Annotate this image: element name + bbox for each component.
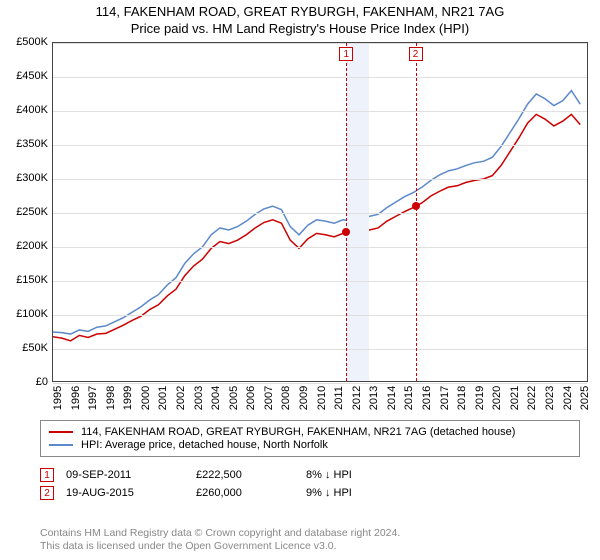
sale-delta: 9% ↓ HPI bbox=[306, 487, 352, 499]
x-tick-label: 2003 bbox=[193, 386, 205, 410]
gridline bbox=[53, 315, 587, 316]
x-tick-label: 2015 bbox=[403, 386, 415, 410]
title-sub: Price paid vs. HM Land Registry's House … bbox=[0, 21, 600, 36]
sale-delta: 8% ↓ HPI bbox=[306, 469, 352, 481]
sales-table: 1 09-SEP-2011£222,5008% ↓ HPI 2 19-AUG-2015… bbox=[40, 464, 580, 504]
gridline bbox=[53, 145, 587, 146]
y-tick-label: £50K bbox=[6, 342, 48, 354]
x-tick-label: 2008 bbox=[280, 386, 292, 410]
y-tick-label: £100K bbox=[6, 308, 48, 320]
sale-row: 1 09-SEP-2011£222,5008% ↓ HPI bbox=[40, 468, 580, 482]
x-tick-label: 1997 bbox=[87, 386, 99, 410]
sale-marker-in-plot: 1 bbox=[339, 47, 353, 61]
x-tick-label: 2013 bbox=[368, 386, 380, 410]
x-tick-label: 1995 bbox=[52, 386, 64, 410]
x-tick-label: 2000 bbox=[140, 386, 152, 410]
footer-line-1: Contains HM Land Registry data © Crown c… bbox=[40, 527, 400, 541]
sale-vline bbox=[346, 43, 347, 381]
x-tick-label: 2024 bbox=[562, 386, 574, 410]
y-tick-label: £0 bbox=[6, 376, 48, 388]
x-tick-label: 2010 bbox=[316, 386, 328, 410]
x-tick-label: 2014 bbox=[386, 386, 398, 410]
gridline bbox=[53, 77, 587, 78]
gridline bbox=[53, 43, 587, 44]
legend-swatch bbox=[49, 431, 73, 433]
sale-marker-in-plot: 2 bbox=[409, 47, 423, 61]
y-tick-label: £250K bbox=[6, 206, 48, 218]
x-tick-label: 2004 bbox=[210, 386, 222, 410]
x-tick-label: 2023 bbox=[544, 386, 556, 410]
y-tick-label: £150K bbox=[6, 274, 48, 286]
legend-item: HPI: Average price, detached house, Nort… bbox=[49, 439, 571, 451]
legend-label: 114, FAKENHAM ROAD, GREAT RYBURGH, FAKEN… bbox=[81, 426, 515, 438]
x-tick-label: 2020 bbox=[491, 386, 503, 410]
gridline bbox=[53, 281, 587, 282]
x-tick-label: 2019 bbox=[474, 386, 486, 410]
sale-marker-icon: 2 bbox=[40, 486, 54, 500]
x-tick-label: 2018 bbox=[456, 386, 468, 410]
x-tick-label: 2022 bbox=[526, 386, 538, 410]
y-tick-label: £500K bbox=[6, 36, 48, 48]
sale-price: £222,500 bbox=[196, 469, 306, 481]
sale-point bbox=[342, 228, 350, 236]
legend-swatch bbox=[49, 444, 73, 446]
sale-point bbox=[412, 202, 420, 210]
sale-date: 09-SEP-2011 bbox=[66, 469, 196, 481]
legend-item: 114, FAKENHAM ROAD, GREAT RYBURGH, FAKEN… bbox=[49, 426, 571, 438]
gridline bbox=[53, 111, 587, 112]
sale-marker-icon: 1 bbox=[40, 468, 54, 482]
y-tick-label: £200K bbox=[6, 240, 48, 252]
plot-region: 12 bbox=[52, 42, 588, 382]
x-tick-label: 2001 bbox=[157, 386, 169, 410]
legend-label: HPI: Average price, detached house, Nort… bbox=[81, 439, 328, 451]
x-tick-label: 2009 bbox=[298, 386, 310, 410]
x-tick-label: 2025 bbox=[579, 386, 591, 410]
legend: 114, FAKENHAM ROAD, GREAT RYBURGH, FAKEN… bbox=[40, 420, 580, 457]
x-tick-label: 1996 bbox=[70, 386, 82, 410]
gridline bbox=[53, 383, 587, 384]
y-tick-label: £450K bbox=[6, 70, 48, 82]
sale-vline bbox=[416, 43, 417, 381]
footer: Contains HM Land Registry data © Crown c… bbox=[40, 527, 400, 554]
gridline bbox=[53, 213, 587, 214]
footer-line-2: This data is licensed under the Open Gov… bbox=[40, 540, 400, 554]
x-tick-label: 2006 bbox=[245, 386, 257, 410]
x-tick-label: 2012 bbox=[351, 386, 363, 410]
gridline bbox=[53, 247, 587, 248]
series-property bbox=[53, 114, 580, 340]
shaded-region bbox=[346, 43, 369, 381]
x-tick-label: 2017 bbox=[439, 386, 451, 410]
y-tick-label: £300K bbox=[6, 172, 48, 184]
gridline bbox=[53, 349, 587, 350]
title-block: 114, FAKENHAM ROAD, GREAT RYBURGH, FAKEN… bbox=[0, 0, 600, 36]
chart-area: £0 £50K £100K £150K £200K £250K £300K £350K £400… bbox=[6, 42, 594, 412]
y-tick-label: £400K bbox=[6, 104, 48, 116]
x-tick-label: 2021 bbox=[509, 386, 521, 410]
x-tick-label: 2011 bbox=[333, 386, 345, 410]
x-tick-label: 2002 bbox=[175, 386, 187, 410]
y-tick-label: £350K bbox=[6, 138, 48, 150]
sale-row: 2 19-AUG-2015£260,0009% ↓ HPI bbox=[40, 486, 580, 500]
title-main: 114, FAKENHAM ROAD, GREAT RYBURGH, FAKEN… bbox=[0, 4, 600, 19]
x-tick-label: 2005 bbox=[228, 386, 240, 410]
x-tick-label: 2016 bbox=[421, 386, 433, 410]
x-tick-label: 1999 bbox=[122, 386, 134, 410]
gridline bbox=[53, 179, 587, 180]
sale-date: 19-AUG-2015 bbox=[66, 487, 196, 499]
x-tick-label: 2007 bbox=[263, 386, 275, 410]
sale-price: £260,000 bbox=[196, 487, 306, 499]
x-tick-label: 1998 bbox=[105, 386, 117, 410]
